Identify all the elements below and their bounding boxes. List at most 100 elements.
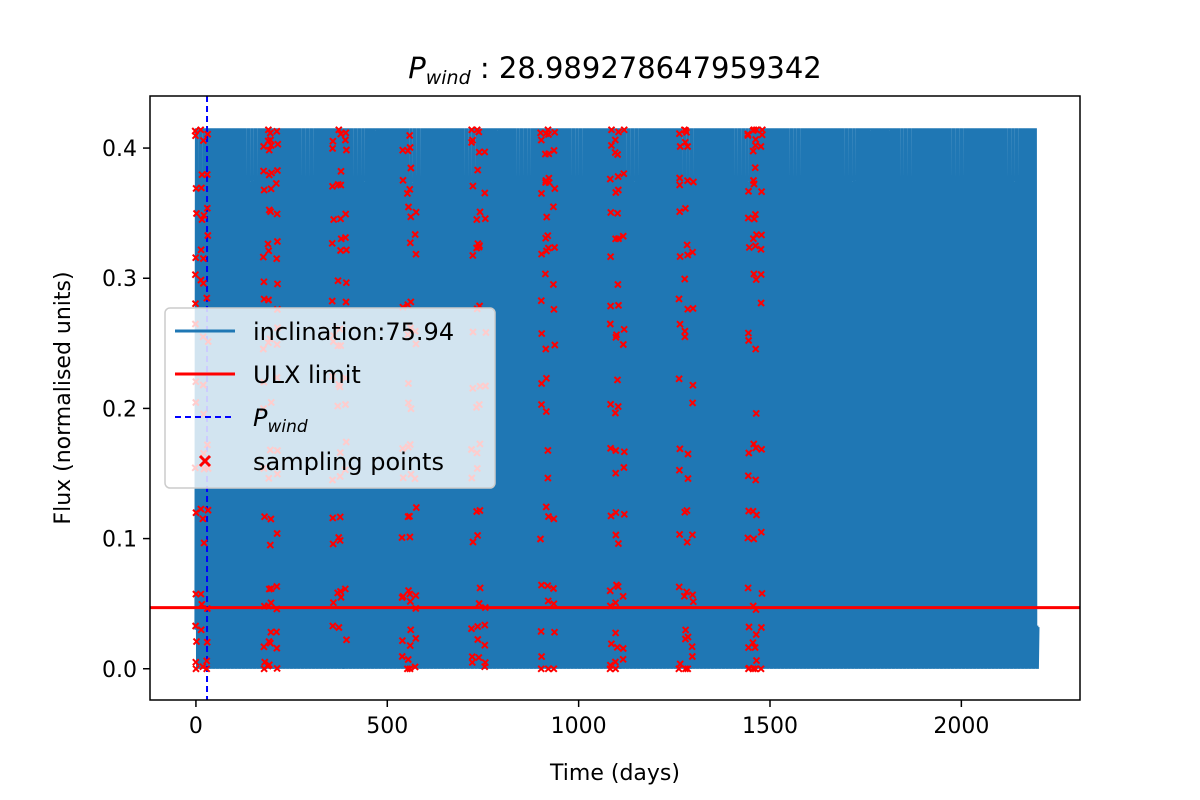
sampling-point [273,644,281,652]
sampling-point [329,540,337,548]
sampling-point [752,656,761,665]
sampling-point [550,128,559,137]
sampling-point [412,208,420,216]
sampling-point [273,210,281,218]
sampling-point [191,253,200,262]
sampling-point [744,472,753,480]
sampling-point [614,402,622,411]
sampling-point [758,589,766,598]
sampling-point [259,167,268,175]
sampling-point [544,244,553,252]
sampling-point [752,605,760,614]
sampling-point [406,590,414,598]
sampling-point [757,528,766,536]
sampling-point [197,505,205,513]
sampling-point [675,181,684,189]
sampling-point [620,126,628,134]
sampling-point [752,126,761,134]
sampling-point [613,150,622,159]
legend-label-pwind: Pwind [253,404,308,437]
sampling-point [192,665,200,673]
sampling-point [544,474,552,482]
sampling-point [607,512,615,520]
sampling-point [749,535,758,543]
sampling-point [544,130,553,139]
sampling-point [752,409,760,418]
sampling-point [329,137,337,145]
sampling-point [342,146,351,154]
sampling-point [549,203,558,211]
sampling-point [260,643,268,651]
sampling-point [328,297,336,305]
sampling-point [537,652,546,661]
sampling-point [405,512,414,521]
sampling-point [612,331,621,339]
sampling-point [406,626,415,634]
sampling-point [613,209,622,218]
sampling-point [607,126,616,134]
sampling-point [411,663,419,671]
sampling-point [537,189,546,198]
sampling-point [606,320,615,328]
chart-title: Pwind : 28.989278647959342 [408,51,822,89]
sampling-point [612,446,620,455]
sampling-point [606,444,615,453]
sampling-point [675,665,683,673]
sampling-point [481,641,489,649]
sampling-point [192,209,201,218]
sampling-point [750,270,758,278]
sampling-point [757,231,766,239]
sampling-point [607,640,616,648]
sampling-point [680,592,689,600]
sampling-point [273,237,282,246]
sampling-point [267,599,275,607]
sampling-point [751,163,759,172]
sampling-point [544,597,552,605]
y-tick-label: 0.2 [102,397,137,422]
sampling-point [481,621,489,629]
sampling-point [614,186,623,194]
sampling-point [481,214,490,223]
sampling-point [267,169,276,177]
sampling-point [757,245,765,254]
sampling-point [537,296,546,305]
sampling-point [757,299,765,307]
sampling-point [544,446,552,455]
sampling-point [684,633,692,641]
sampling-point [203,130,212,138]
sampling-point [751,135,760,144]
sampling-point [474,635,482,644]
sampling-point [689,381,697,389]
sampling-point [543,581,552,590]
sampling-point [749,638,757,647]
sampling-point [550,305,558,314]
sampling-point [412,250,420,258]
sampling-point [406,143,414,152]
sampling-point [405,131,414,140]
sampling-point [611,658,620,666]
sampling-point [272,628,281,636]
sampling-point [684,474,692,483]
x-tick-label: 1000 [551,714,607,739]
sampling-point [264,662,272,670]
sampling-point [545,150,553,158]
sampling-point [542,213,551,221]
sampling-point [620,169,628,178]
sampling-point [751,345,760,353]
x-axis-label: Time (days) [549,761,680,786]
sampling-point [199,254,208,263]
sampling-point [613,376,622,384]
sampling-point [203,604,212,613]
sampling-point [337,593,345,602]
sampling-point [689,178,698,186]
sampling-point [544,665,553,673]
sampling-point [204,231,212,240]
sampling-point [542,503,550,511]
sampling-point [476,584,484,592]
y-axis-ticks: 0.0 0.1 0.2 0.3 0.4 [102,137,150,683]
sampling-point [684,305,692,313]
sampling-point [751,665,760,673]
sampling-point [272,179,281,188]
sampling-point [683,176,692,185]
y-tick-label: 0.4 [102,137,137,162]
